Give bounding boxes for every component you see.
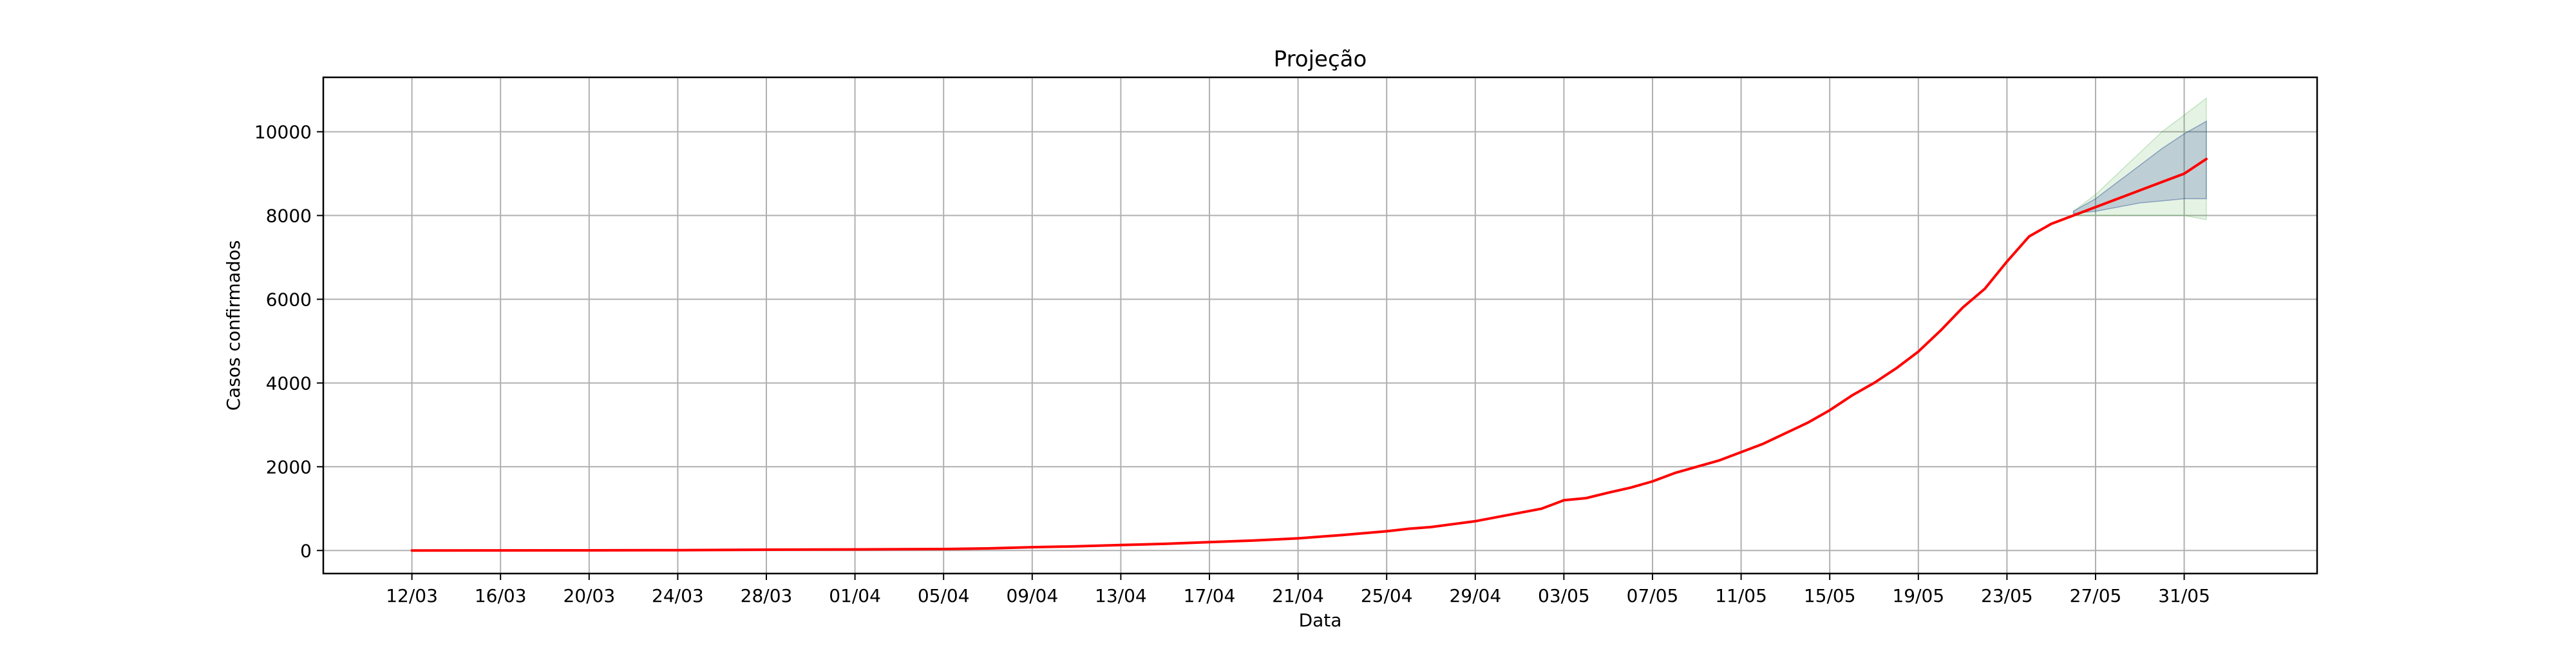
y-tick-label: 0 [300, 540, 312, 561]
x-tick-label: 25/04 [1361, 585, 1413, 606]
x-tick-label: 21/04 [1272, 585, 1324, 606]
x-tick-label: 01/04 [829, 585, 881, 606]
x-tick-label: 13/04 [1095, 585, 1147, 606]
y-tick-label: 10000 [254, 121, 312, 142]
confidence-band [2072, 97, 2207, 220]
x-tick-label: 16/03 [475, 585, 527, 606]
y-axis-label: Casos confirmados [223, 240, 244, 411]
x-tick-label: 27/05 [2070, 585, 2122, 606]
x-tick-label: 15/05 [1804, 585, 1856, 606]
x-tick-label: 03/05 [1538, 585, 1590, 606]
x-tick-label: 17/04 [1184, 585, 1236, 606]
x-tick-label: 31/05 [2158, 585, 2210, 606]
x-axis: 12/03 16/03 20/03 24/03 28/03 01/04 05/04 09/04… [386, 574, 2210, 606]
x-tick-label: 28/03 [741, 585, 793, 606]
x-axis-label: Data [1299, 610, 1342, 631]
x-tick-label: 07/05 [1627, 585, 1679, 606]
x-tick-label: 19/05 [1892, 585, 1944, 606]
x-tick-label: 29/04 [1449, 585, 1501, 606]
projection-bands [2072, 97, 2207, 220]
x-tick-label: 24/03 [652, 585, 704, 606]
grid-lines [323, 77, 2317, 574]
chart-title: Projeção [1274, 46, 1367, 72]
x-tick-label: 23/05 [1981, 585, 2033, 606]
y-tick-label: 6000 [266, 289, 312, 310]
y-axis: 0 2000 4000 6000 8000 10000 [254, 121, 323, 561]
y-tick-label: 2000 [266, 456, 312, 478]
x-tick-label: 05/04 [918, 585, 970, 606]
plot-frame [322, 76, 2318, 575]
y-tick-label: 8000 [266, 205, 312, 226]
data-series [410, 157, 2208, 552]
confidence-band [2072, 120, 2207, 215]
x-tick-label: 12/03 [386, 585, 438, 606]
y-tick-label: 4000 [266, 372, 312, 394]
confirmed-cases-line [410, 157, 2208, 552]
x-tick-label: 11/05 [1715, 585, 1767, 606]
x-tick-label: 20/03 [563, 585, 615, 606]
x-tick-label: 09/04 [1006, 585, 1058, 606]
